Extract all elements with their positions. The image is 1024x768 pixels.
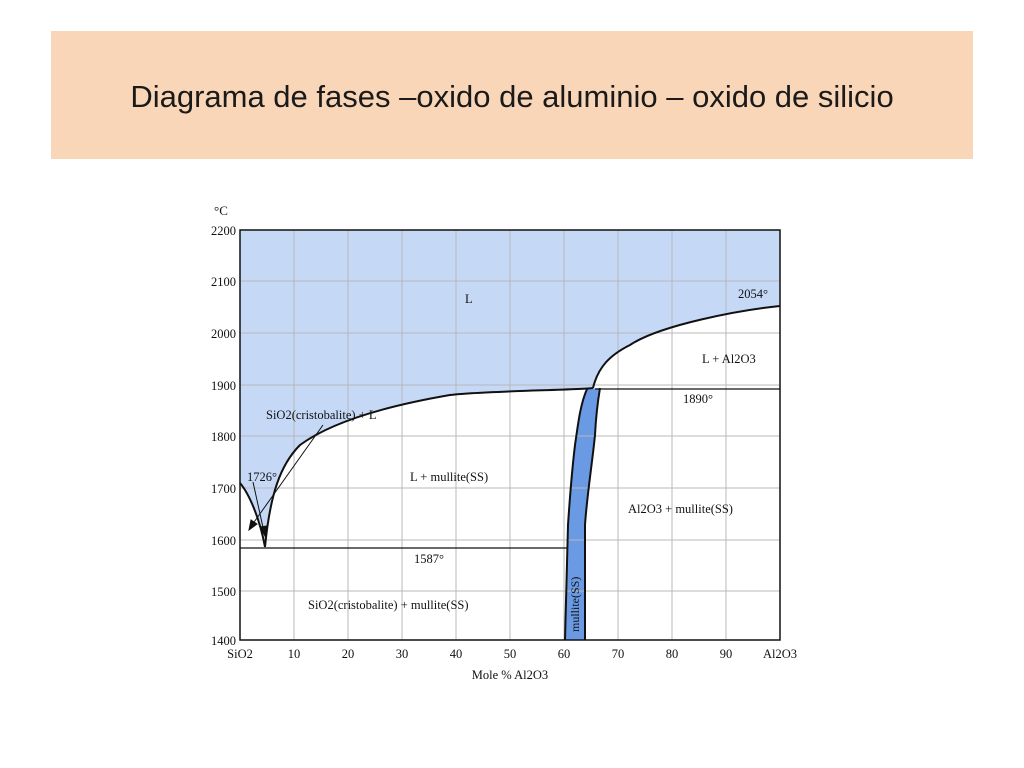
- label-sio2-mullite: SiO2(cristobalite) + mullite(SS): [308, 598, 469, 612]
- phase-boundaries: [239, 305, 781, 641]
- liquidus-middle: [264, 387, 594, 548]
- isotherms: [240, 388, 780, 549]
- grid-vertical: [293, 230, 727, 640]
- x-axis-label: Mole % Al2O3: [472, 668, 548, 682]
- label-mullite-ss: mullite(SS): [568, 577, 582, 632]
- x-tick-label: 60: [558, 647, 571, 661]
- x-tick-label: 10: [288, 647, 301, 661]
- label-sio2-l: SiO2(cristobalite) + L: [266, 408, 377, 422]
- label-l-al2o3: L + Al2O3: [702, 352, 756, 366]
- x-tick-label: 50: [504, 647, 517, 661]
- x-tick-label: 30: [396, 647, 409, 661]
- mullite-right-boundary: [584, 387, 601, 640]
- y-tick-label: 1700: [211, 482, 236, 496]
- y-tick-label: 1800: [211, 430, 236, 444]
- y-tick-label: 1500: [211, 585, 236, 599]
- x-tick-label: 40: [450, 647, 463, 661]
- y-tick-label: 1900: [211, 379, 236, 393]
- arrow-head-sio2-l: [248, 519, 258, 532]
- x-tick-label: 20: [342, 647, 355, 661]
- label-1587: 1587°: [414, 552, 444, 566]
- temperature-labels: 2054° 1890° 1726° 1587°: [247, 287, 768, 566]
- mullite-left-boundary: [564, 388, 588, 641]
- title-banner: Diagrama de fases –oxido de aluminio – o…: [51, 31, 973, 159]
- plot-frame: [239, 229, 781, 641]
- arrow-1726: [252, 481, 265, 533]
- label-2054: 2054°: [738, 287, 768, 301]
- slide-title: Diagrama de fases –oxido de aluminio – o…: [130, 79, 894, 114]
- label-al2o3-mullite: Al2O3 + mullite(SS): [628, 502, 733, 516]
- label-liquid: L: [465, 292, 473, 306]
- y-tick-label: 1600: [211, 534, 236, 548]
- y-tick-labels: 2200 2100 2000 1900 1800 1700 1600 1500 …: [211, 224, 236, 648]
- y-tick-label: 1400: [211, 634, 236, 648]
- arrow-sio2-l: [251, 424, 324, 526]
- y-tick-label: 2000: [211, 327, 236, 341]
- x-tick-label: 70: [612, 647, 625, 661]
- x-tick-label: SiO2: [227, 647, 253, 661]
- x-tick-label: 90: [720, 647, 733, 661]
- label-l-mullite: L + mullite(SS): [410, 470, 488, 484]
- grid-horizontal: [240, 280, 780, 592]
- y-tick-label: 2200: [211, 224, 236, 238]
- x-tick-labels: SiO2 10 20 30 40 50 60 70 80 90 Al2O3: [227, 647, 797, 661]
- y-tick-label: 2100: [211, 275, 236, 289]
- label-1890: 1890°: [683, 392, 713, 406]
- region-labels: L L + Al2O3 SiO2(cristobalite) + L L + m…: [266, 292, 756, 632]
- liquidus-left: [239, 482, 266, 548]
- liquidus-right: [592, 305, 781, 389]
- arrow-head-1726: [259, 525, 268, 538]
- label-1726: 1726°: [247, 470, 277, 484]
- x-tick-label: 80: [666, 647, 679, 661]
- mullite-ss-region: [565, 388, 600, 640]
- phase-diagram: °C 2200 2100 2000 1900 1800 1700 1600 15…: [211, 203, 797, 682]
- x-tick-label: Al2O3: [763, 647, 797, 661]
- annotation-arrows: [248, 424, 324, 538]
- y-unit-label: °C: [214, 203, 228, 218]
